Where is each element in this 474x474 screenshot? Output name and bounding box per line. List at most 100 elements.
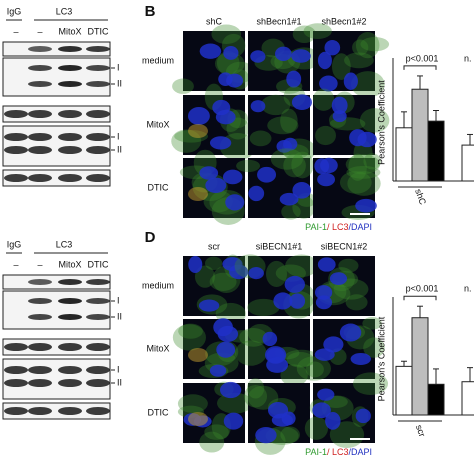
nucleus (218, 72, 233, 86)
band (28, 81, 52, 87)
signal (243, 385, 268, 408)
signal (204, 256, 223, 270)
signal (226, 117, 250, 140)
blot (2, 125, 111, 167)
blot (2, 57, 111, 97)
nucleus (329, 272, 348, 286)
blot (2, 358, 111, 400)
signal (236, 159, 261, 173)
signal (348, 153, 367, 181)
annotation: n. (464, 284, 472, 294)
signal (281, 204, 301, 220)
signal (285, 254, 319, 278)
signal (286, 352, 315, 368)
caption-part: PAI-1 (305, 222, 327, 232)
band (58, 46, 82, 52)
signal (304, 416, 329, 440)
signal (360, 37, 390, 52)
row-label: DTIC (148, 407, 169, 417)
column-label: siBECN1#1 (256, 241, 303, 251)
signal (329, 421, 365, 448)
nucleus (222, 169, 243, 185)
signal (312, 88, 335, 111)
nucleus (223, 46, 239, 60)
signal (363, 153, 381, 170)
band (86, 407, 110, 415)
lane-label: – (13, 26, 18, 36)
signal (292, 195, 316, 219)
nucleus (273, 292, 293, 310)
lane-label: DTIC (88, 259, 109, 269)
nucleus (198, 299, 220, 312)
nucleus (255, 426, 277, 444)
lane-label: – (37, 259, 42, 269)
band (58, 81, 82, 87)
caption-part: /DAPI (348, 447, 372, 457)
band (58, 298, 82, 304)
band (58, 343, 82, 351)
nucleus (248, 185, 265, 202)
band (58, 133, 82, 141)
lane-label: – (37, 26, 42, 36)
band (28, 65, 52, 71)
signal (355, 31, 380, 59)
signal (352, 39, 369, 56)
band-label: I (117, 295, 120, 305)
signal (199, 431, 225, 453)
band-label: II (117, 377, 122, 387)
lane-label: MitoX (58, 259, 81, 269)
signal (296, 356, 332, 381)
nucleus (213, 318, 233, 337)
signal (345, 154, 381, 175)
band (86, 174, 110, 182)
nucleus (199, 166, 219, 180)
nucleus (317, 172, 336, 187)
signal (211, 24, 242, 44)
signal (291, 151, 314, 179)
signal (216, 392, 253, 414)
band (58, 314, 82, 320)
lane-label: DTIC (88, 26, 109, 36)
column-label: scr (208, 241, 220, 251)
band-label: I (117, 131, 120, 141)
signal (345, 294, 368, 311)
band (28, 379, 52, 387)
nucleus (324, 40, 341, 56)
band (86, 65, 110, 71)
band-label: II (117, 78, 122, 88)
signal (344, 52, 374, 69)
band (58, 65, 82, 71)
signal (347, 171, 381, 196)
charts: Pearson's Coefficient p<0.001 n. shC Pearson… (376, 53, 474, 438)
panel-letter: D (145, 229, 156, 246)
signal (178, 323, 203, 339)
caption-part: / LC3 (327, 447, 349, 457)
signal (235, 340, 267, 366)
band (86, 81, 110, 87)
bracket (403, 295, 437, 301)
band (86, 110, 110, 118)
signal (265, 260, 288, 287)
nucleus (216, 341, 236, 358)
band-label: I (117, 364, 120, 374)
bar (427, 383, 445, 416)
caption: PAI-1/ LC3/DAPI (305, 222, 372, 232)
band-label: II (117, 144, 122, 154)
caption: PAI-1/ LC3/DAPI (305, 447, 372, 457)
nucleus (219, 381, 242, 399)
band (58, 366, 82, 374)
nucleus (317, 257, 336, 272)
signal (303, 23, 332, 39)
band (28, 174, 52, 182)
signal (359, 108, 390, 133)
lane-label: – (13, 259, 18, 269)
signal (209, 272, 237, 291)
row-label: MitoX (146, 343, 169, 353)
signal (305, 361, 324, 378)
signal (172, 324, 206, 351)
nucleus (314, 158, 330, 175)
nucleus (286, 70, 302, 88)
nucleus (187, 106, 210, 125)
signal (204, 424, 229, 440)
